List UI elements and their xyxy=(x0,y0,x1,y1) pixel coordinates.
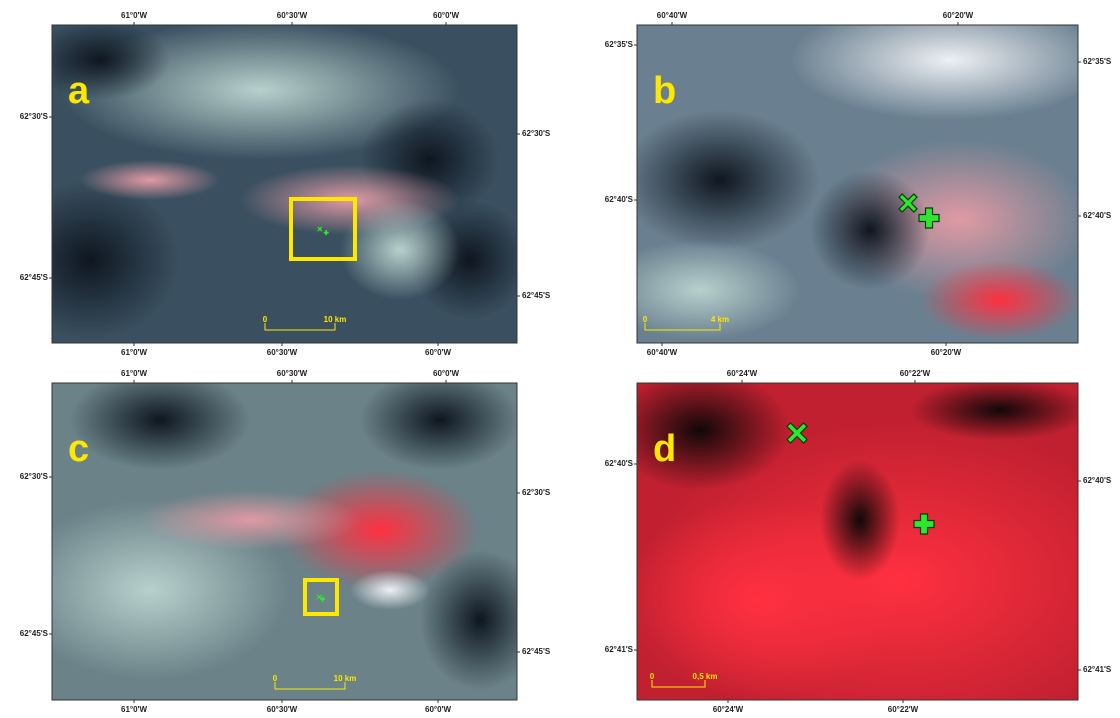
panel: b 60°40'W 60°20'W 60°40'W 60°20'W 62°35'S 62°4… xyxy=(600,0,1112,357)
top-tick-label: 60°20'W xyxy=(943,11,974,20)
panel-label: c xyxy=(68,428,89,470)
scale-label: 10 km xyxy=(334,674,357,683)
scale-label: 0 xyxy=(273,674,278,683)
top-tick-label: 60°24'W xyxy=(727,369,758,378)
top-tick-label: 60°0'W xyxy=(433,11,459,20)
panel: c 61°0'W 60°30'W 60°0'W 61°0'W 60°30'W 60°0'W 6… xyxy=(10,369,551,714)
top-tick-label: 60°30'W xyxy=(277,11,308,20)
image-feature xyxy=(360,370,520,470)
bottom-tick-label: 60°24'W xyxy=(713,705,744,714)
left-tick-label: 62°40'S xyxy=(605,459,634,468)
scale-label: 0 xyxy=(650,672,655,681)
image-feature xyxy=(140,490,360,550)
panel-label: d xyxy=(653,428,676,470)
image-feature xyxy=(620,110,820,250)
top-tick-label: 60°0'W xyxy=(433,369,459,378)
right-tick-label: 62°30'S xyxy=(522,129,551,138)
top-tick-label: 60°40'W xyxy=(657,11,688,20)
image-feature xyxy=(350,570,430,610)
bottom-tick-label: 60°0'W xyxy=(425,705,451,714)
satellite-image xyxy=(0,20,530,343)
left-tick-label: 62°45'S xyxy=(20,629,49,638)
panel-label: a xyxy=(68,70,90,112)
bottom-tick-label: 60°30'W xyxy=(267,348,298,357)
image-feature xyxy=(0,180,180,340)
panel: a 61°0'W 60°30'W 60°0'W 61°0'W 60°30'W 60°0'W 6… xyxy=(0,11,551,357)
right-tick-label: 62°35'S xyxy=(1083,57,1112,66)
scale-label: 4 km xyxy=(711,315,729,324)
satellite-image xyxy=(10,370,540,700)
bottom-tick-label: 60°40'W xyxy=(647,348,678,357)
bottom-tick-label: 60°22'W xyxy=(888,705,919,714)
scale-label: 0 xyxy=(263,315,268,324)
satellite-image xyxy=(600,0,1110,343)
image-feature xyxy=(70,370,250,470)
image-feature xyxy=(910,380,1090,440)
left-tick-label: 62°41'S xyxy=(605,645,634,654)
right-tick-label: 62°30'S xyxy=(522,488,551,497)
image-feature xyxy=(810,170,930,290)
top-tick-label: 61°0'W xyxy=(121,369,147,378)
image-feature xyxy=(600,240,800,340)
right-tick-label: 62°45'S xyxy=(522,647,551,656)
image-feature xyxy=(420,550,540,690)
scale-label: 10 km xyxy=(324,315,347,324)
image-feature xyxy=(340,200,460,300)
image-feature xyxy=(30,20,170,100)
scale-label: 0 xyxy=(643,315,648,324)
image-feature xyxy=(920,260,1080,340)
panel: d 60°24'W 60°22'W 60°24'W 60°22'W 62°40'S 62°4… xyxy=(605,369,1120,718)
bottom-tick-label: 61°0'W xyxy=(121,705,147,714)
satellite-image xyxy=(610,370,1120,718)
left-tick-label: 62°45'S xyxy=(20,273,49,282)
left-tick-label: 62°35'S xyxy=(605,40,634,49)
image-feature xyxy=(80,160,220,200)
scale-label: 0,5 km xyxy=(693,672,718,681)
top-tick-label: 60°30'W xyxy=(277,369,308,378)
right-tick-label: 62°41'S xyxy=(1083,665,1112,674)
left-tick-label: 62°30'S xyxy=(20,112,49,121)
bottom-tick-label: 60°0'W xyxy=(425,348,451,357)
top-tick-label: 61°0'W xyxy=(121,11,147,20)
left-tick-label: 62°30'S xyxy=(20,472,49,481)
right-tick-label: 62°45'S xyxy=(522,291,551,300)
bottom-tick-label: 60°30'W xyxy=(267,705,298,714)
left-tick-label: 62°40'S xyxy=(605,195,634,204)
right-tick-label: 62°40'S xyxy=(1083,211,1112,220)
right-tick-label: 62°40'S xyxy=(1083,476,1112,485)
bottom-tick-label: 60°20'W xyxy=(931,348,962,357)
panel-label: b xyxy=(653,70,676,112)
figure: a 61°0'W 60°30'W 60°0'W 61°0'W 60°30'W 60°0'W 6… xyxy=(0,0,1120,718)
bottom-tick-label: 61°0'W xyxy=(121,348,147,357)
image-feature xyxy=(820,460,900,580)
top-tick-label: 60°22'W xyxy=(900,369,931,378)
